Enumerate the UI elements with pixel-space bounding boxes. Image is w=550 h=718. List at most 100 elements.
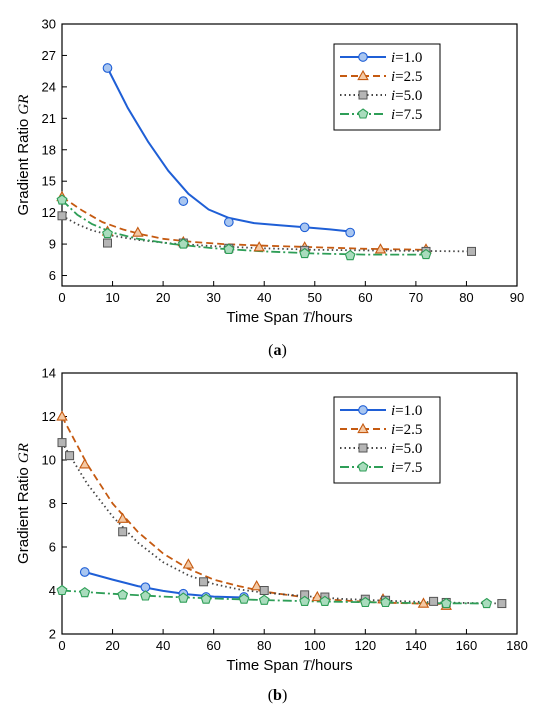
data-point <box>299 595 311 606</box>
data-point <box>56 584 68 596</box>
y-tick-label: 4 <box>49 583 56 598</box>
axis-ticks-a: 0 10 20 30 40 50 60 70 80 90 6 9 12 15 18 21 24 27 30 <box>42 17 525 306</box>
data-point <box>417 597 430 608</box>
x-tick-label: 70 <box>409 290 423 305</box>
series-line <box>61 199 426 256</box>
legend-marker <box>357 108 369 119</box>
x-tick-label: 80 <box>459 290 473 305</box>
legend-label: i=5.0 <box>391 441 422 457</box>
x-tick-label: 120 <box>354 638 376 653</box>
x-tick-label: 50 <box>308 290 322 305</box>
x-tick-label: 140 <box>405 638 427 653</box>
x-tick-label: 40 <box>156 638 170 653</box>
x-tick-label: 80 <box>257 638 271 653</box>
legend-marker <box>357 422 369 434</box>
legend-b: i=1.0 i=2.5 i=5.0 i=7.5 <box>333 396 441 484</box>
data-point <box>65 451 75 461</box>
legend-label: i=1.0 <box>391 50 422 66</box>
data-point <box>440 597 452 609</box>
y-tick-label: 6 <box>49 268 56 283</box>
data-point <box>374 243 387 254</box>
data-point <box>359 596 371 608</box>
legend-a: i=1.0 i=2.5 i=5.0 i=7.5 <box>333 43 441 131</box>
data-point <box>223 217 234 227</box>
data-point <box>299 222 310 233</box>
data-point <box>56 410 68 421</box>
data-point <box>103 238 112 248</box>
legend-label: i=7.5 <box>391 460 422 476</box>
data-point <box>253 241 265 252</box>
legend-label: i=5.0 <box>391 88 422 104</box>
x-tick-label: 20 <box>105 638 119 653</box>
data-point <box>497 599 507 609</box>
series-markers-b <box>56 410 507 610</box>
data-point <box>57 438 67 448</box>
plot-frame-a <box>61 23 518 287</box>
data-point <box>380 596 391 608</box>
series-line <box>106 67 351 233</box>
legend-box <box>333 43 441 131</box>
x-tick-label: 0 <box>58 638 65 653</box>
data-point <box>481 597 493 609</box>
data-point <box>177 592 189 603</box>
x-tick-label: 90 <box>510 290 524 305</box>
x-tick-label: 0 <box>58 290 65 305</box>
y-tick-label: 12 <box>42 409 56 424</box>
data-point <box>56 194 68 205</box>
y-tick-label: 15 <box>42 174 56 189</box>
y-tick-label: 27 <box>42 48 56 63</box>
legend-marker <box>357 69 369 81</box>
y-tick-label: 14 <box>42 366 56 381</box>
y-axis-title-b: Gradient Ratio GR <box>15 443 32 564</box>
data-point <box>118 527 128 537</box>
data-point <box>140 590 151 601</box>
data-point <box>199 577 209 587</box>
legend-marker <box>358 90 368 100</box>
data-point <box>182 558 195 569</box>
legend-marker <box>358 405 368 415</box>
data-point <box>57 211 67 221</box>
data-point <box>258 594 270 605</box>
data-point <box>178 196 189 206</box>
x-axis-title-b: Time Span T/hours <box>226 657 352 674</box>
x-tick-label: 30 <box>206 290 220 305</box>
y-tick-label: 30 <box>42 17 56 32</box>
data-point <box>79 567 90 577</box>
y-tick-label: 2 <box>49 627 56 642</box>
y-tick-label: 8 <box>49 496 56 511</box>
legend-label: i=2.5 <box>391 69 422 85</box>
x-tick-label: 60 <box>206 638 220 653</box>
chart-panel-b: 0 20 40 60 80 100 120 140 160 180 2 4 6 8 10 12 14 Time … <box>15 366 528 705</box>
legend-marker <box>358 52 368 62</box>
y-tick-label: 12 <box>42 205 56 220</box>
x-tick-label: 160 <box>456 638 478 653</box>
data-point <box>344 249 356 261</box>
data-point <box>429 596 439 606</box>
y-tick-label: 21 <box>42 111 56 126</box>
x-tick-label: 10 <box>105 290 119 305</box>
data-point <box>200 593 212 604</box>
data-point <box>250 580 263 591</box>
data-point <box>79 458 91 469</box>
legend-label: i=7.5 <box>391 107 422 123</box>
data-point <box>117 589 129 600</box>
x-tick-label: 20 <box>156 290 170 305</box>
panel-label-b: (b) <box>268 687 288 704</box>
series-line <box>84 571 245 599</box>
data-point <box>102 227 113 239</box>
axis-ticks-b: 0 20 40 60 80 100 120 140 160 180 2 4 6 8 10 12 14 <box>42 366 528 654</box>
legend-box <box>333 396 441 484</box>
y-tick-label: 6 <box>49 540 56 555</box>
data-point <box>79 587 91 598</box>
data-point <box>177 238 189 249</box>
data-point <box>238 593 250 604</box>
series-line <box>61 215 472 253</box>
x-tick-label: 40 <box>257 290 271 305</box>
legend-marker <box>358 443 368 453</box>
data-point <box>132 226 144 237</box>
x-tick-label: 180 <box>506 638 528 653</box>
y-tick-label: 18 <box>42 142 56 157</box>
data-point <box>259 586 269 595</box>
x-axis-title-a: Time Span T/hours <box>226 309 352 326</box>
